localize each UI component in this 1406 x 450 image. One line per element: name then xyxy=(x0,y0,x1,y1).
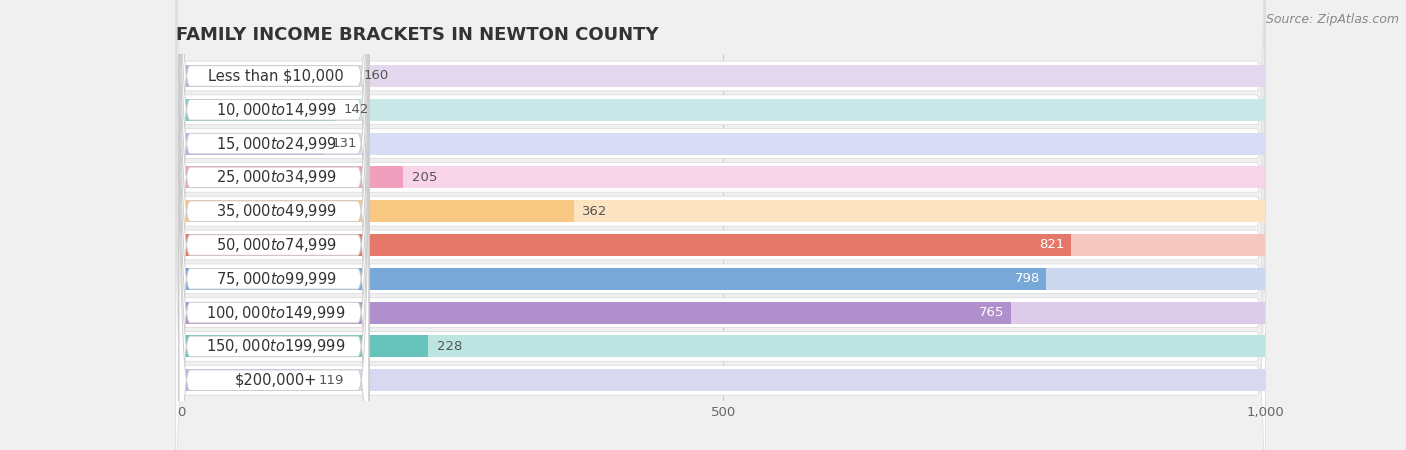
Bar xyxy=(181,302,1011,324)
Text: $10,000 to $14,999: $10,000 to $14,999 xyxy=(215,101,336,119)
Text: 798: 798 xyxy=(1015,272,1040,285)
FancyBboxPatch shape xyxy=(179,0,368,450)
Text: $25,000 to $34,999: $25,000 to $34,999 xyxy=(215,168,336,186)
Bar xyxy=(181,65,1265,87)
FancyBboxPatch shape xyxy=(176,0,1265,433)
Text: 205: 205 xyxy=(412,171,437,184)
FancyBboxPatch shape xyxy=(176,0,1265,365)
FancyBboxPatch shape xyxy=(179,0,368,450)
Text: $100,000 to $149,999: $100,000 to $149,999 xyxy=(207,304,346,322)
FancyBboxPatch shape xyxy=(179,0,368,404)
Bar xyxy=(181,268,1046,290)
Text: 119: 119 xyxy=(319,374,344,387)
Text: $35,000 to $49,999: $35,000 to $49,999 xyxy=(215,202,336,220)
FancyBboxPatch shape xyxy=(176,0,1265,450)
FancyBboxPatch shape xyxy=(176,0,1265,450)
Bar xyxy=(181,369,1265,391)
Bar xyxy=(181,200,1265,222)
Bar xyxy=(181,335,1265,357)
FancyBboxPatch shape xyxy=(176,23,1265,450)
Bar xyxy=(181,99,1265,121)
FancyBboxPatch shape xyxy=(176,0,1265,332)
Bar xyxy=(181,200,574,222)
Text: 160: 160 xyxy=(363,69,388,82)
FancyBboxPatch shape xyxy=(176,125,1265,450)
FancyBboxPatch shape xyxy=(179,0,368,437)
FancyBboxPatch shape xyxy=(179,0,368,450)
Text: $50,000 to $74,999: $50,000 to $74,999 xyxy=(215,236,336,254)
Text: $15,000 to $24,999: $15,000 to $24,999 xyxy=(215,135,336,153)
Bar xyxy=(181,99,335,121)
Text: 228: 228 xyxy=(437,340,463,353)
Text: FAMILY INCOME BRACKETS IN NEWTON COUNTY: FAMILY INCOME BRACKETS IN NEWTON COUNTY xyxy=(176,26,658,44)
Bar xyxy=(181,133,1265,154)
FancyBboxPatch shape xyxy=(179,0,368,450)
Text: 142: 142 xyxy=(344,104,370,116)
Bar xyxy=(181,302,1265,324)
Text: Source: ZipAtlas.com: Source: ZipAtlas.com xyxy=(1265,14,1399,27)
Bar xyxy=(181,268,1265,290)
Bar xyxy=(181,166,404,189)
FancyBboxPatch shape xyxy=(176,91,1265,450)
Bar xyxy=(181,65,354,87)
FancyBboxPatch shape xyxy=(176,0,1265,399)
Bar xyxy=(181,335,429,357)
FancyBboxPatch shape xyxy=(176,57,1265,450)
Text: $200,000+: $200,000+ xyxy=(235,373,318,388)
Text: 131: 131 xyxy=(332,137,357,150)
FancyBboxPatch shape xyxy=(179,18,368,450)
Bar xyxy=(181,166,1265,189)
FancyBboxPatch shape xyxy=(179,53,368,450)
Bar xyxy=(181,369,311,391)
Text: $75,000 to $99,999: $75,000 to $99,999 xyxy=(215,270,336,288)
Text: $150,000 to $199,999: $150,000 to $199,999 xyxy=(207,338,346,356)
Text: 765: 765 xyxy=(979,306,1004,319)
Text: Less than $10,000: Less than $10,000 xyxy=(208,68,344,83)
Bar xyxy=(181,133,323,154)
Bar xyxy=(181,234,1265,256)
Bar xyxy=(181,234,1071,256)
Text: 821: 821 xyxy=(1039,238,1064,252)
FancyBboxPatch shape xyxy=(179,0,368,450)
Text: 362: 362 xyxy=(582,205,607,218)
FancyBboxPatch shape xyxy=(179,0,368,450)
